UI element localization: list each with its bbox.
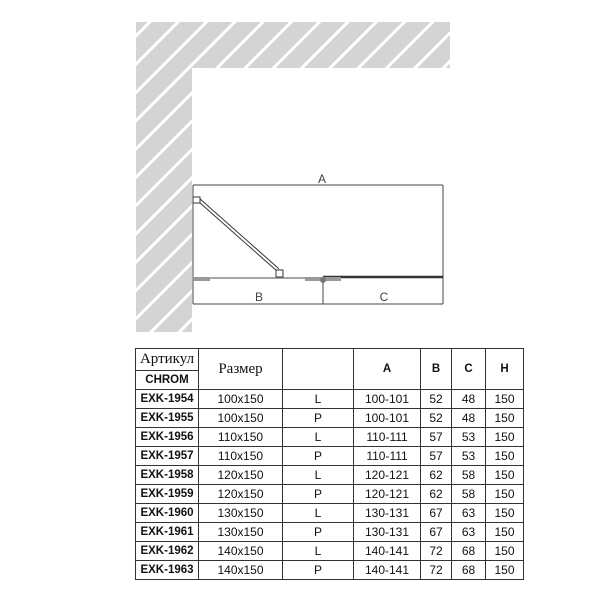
- header-a: A: [353, 348, 421, 390]
- cell-article: EXK-1956: [135, 427, 199, 447]
- cell-side: P: [282, 408, 354, 428]
- header-h: H: [485, 348, 524, 390]
- wall-hatch: [136, 22, 450, 332]
- cell-c: 53: [451, 446, 486, 466]
- dimension-label-b: B: [255, 290, 263, 304]
- cell-h: 150: [485, 408, 524, 428]
- cell-size: 130x150: [198, 503, 283, 523]
- cell-article: EXK-1959: [135, 484, 199, 504]
- table-row: EXK-1955 100x150 P 100-101 52 48 150: [135, 408, 524, 428]
- cell-a: 120-121: [353, 465, 421, 485]
- table-row: EXK-1956 110x150 L 110-111 57 53 150: [135, 427, 524, 447]
- cell-size: 120x150: [198, 484, 283, 504]
- cell-b: 52: [420, 408, 452, 428]
- cell-c: 58: [451, 484, 486, 504]
- cell-h: 150: [485, 465, 524, 485]
- cell-h: 150: [485, 427, 524, 447]
- cell-size: 110x150: [198, 427, 283, 447]
- cell-size: 130x150: [198, 522, 283, 542]
- table-row: EXK-1960 130x150 L 130-131 67 63 150: [135, 503, 524, 523]
- cell-c: 48: [451, 389, 486, 409]
- dimensions-table: Артикул Размер A B C H CHROM EXK-1954 100…: [135, 348, 524, 580]
- dimension-label-a: A: [318, 172, 326, 186]
- cell-a: 120-121: [353, 484, 421, 504]
- cell-side: P: [282, 560, 354, 580]
- cell-side: L: [282, 503, 354, 523]
- cell-a: 140-141: [353, 541, 421, 561]
- table-row: EXK-1957 110x150 P 110-111 57 53 150: [135, 446, 524, 466]
- cell-b: 67: [420, 522, 452, 542]
- header-size: Размер: [198, 348, 283, 390]
- dimension-label-c: C: [380, 290, 389, 304]
- cell-side: L: [282, 465, 354, 485]
- cell-article: EXK-1961: [135, 522, 199, 542]
- cell-c: 48: [451, 408, 486, 428]
- cell-a: 130-131: [353, 503, 421, 523]
- table-row: EXK-1963 140x150 P 140-141 72 68 150: [135, 560, 524, 580]
- cell-size: 100x150: [198, 408, 283, 428]
- cell-b: 67: [420, 503, 452, 523]
- cell-h: 150: [485, 541, 524, 561]
- cell-article: EXK-1962: [135, 541, 199, 561]
- cell-article: EXK-1960: [135, 503, 199, 523]
- cell-side: L: [282, 427, 354, 447]
- cell-h: 150: [485, 484, 524, 504]
- cell-b: 52: [420, 389, 452, 409]
- cell-b: 57: [420, 427, 452, 447]
- header-b: B: [420, 348, 452, 390]
- cell-article: EXK-1963: [135, 560, 199, 580]
- table-row: EXK-1961 130x150 P 130-131 67 63 150: [135, 522, 524, 542]
- cell-b: 72: [420, 541, 452, 561]
- cell-h: 150: [485, 446, 524, 466]
- cell-size: 100x150: [198, 389, 283, 409]
- cell-article: EXK-1954: [135, 389, 199, 409]
- cell-c: 53: [451, 427, 486, 447]
- cell-size: 140x150: [198, 560, 283, 580]
- cell-a: 110-111: [353, 427, 421, 447]
- table-row: EXK-1954 100x150 L 100-101 52 48 150: [135, 389, 524, 409]
- cell-size: 140x150: [198, 541, 283, 561]
- cell-c: 58: [451, 465, 486, 485]
- cell-c: 68: [451, 560, 486, 580]
- cell-article: EXK-1957: [135, 446, 199, 466]
- table-row: EXK-1958 120x150 L 120-121 62 58 150: [135, 465, 524, 485]
- table-row: EXK-1962 140x150 L 140-141 72 68 150: [135, 541, 524, 561]
- cell-h: 150: [485, 389, 524, 409]
- cell-a: 110-111: [353, 446, 421, 466]
- header-side: [282, 348, 354, 390]
- cell-size: 120x150: [198, 465, 283, 485]
- header-article: Артикул: [135, 348, 199, 371]
- cell-b: 57: [420, 446, 452, 466]
- header-finish: CHROM: [135, 370, 199, 390]
- cell-side: P: [282, 522, 354, 542]
- cell-a: 100-101: [353, 389, 421, 409]
- cell-a: 140-141: [353, 560, 421, 580]
- table-row: EXK-1959 120x150 P 120-121 62 58 150: [135, 484, 524, 504]
- cell-c: 63: [451, 503, 486, 523]
- cell-side: P: [282, 484, 354, 504]
- header-c: C: [451, 348, 486, 390]
- cell-side: L: [282, 541, 354, 561]
- cell-b: 62: [420, 484, 452, 504]
- cell-size: 110x150: [198, 446, 283, 466]
- floor-plan-diagram: A B C: [136, 22, 450, 332]
- cell-a: 100-101: [353, 408, 421, 428]
- cell-article: EXK-1955: [135, 408, 199, 428]
- cell-a: 130-131: [353, 522, 421, 542]
- cell-side: L: [282, 389, 354, 409]
- cell-h: 150: [485, 503, 524, 523]
- cell-b: 62: [420, 465, 452, 485]
- cell-b: 72: [420, 560, 452, 580]
- cell-h: 150: [485, 522, 524, 542]
- cell-c: 68: [451, 541, 486, 561]
- cell-c: 63: [451, 522, 486, 542]
- cell-side: P: [282, 446, 354, 466]
- cell-article: EXK-1958: [135, 465, 199, 485]
- cell-h: 150: [485, 560, 524, 580]
